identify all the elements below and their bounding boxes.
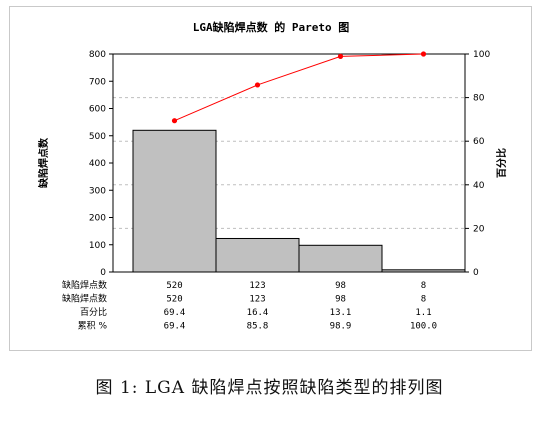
table-cell: 13.1 [330, 308, 352, 318]
y-axis-label: 缺陷焊点数 [37, 137, 50, 189]
table-cell: 16.4 [247, 308, 269, 318]
y2-tick-label: 80 [473, 94, 485, 104]
y2-tick-label: 100 [473, 50, 490, 60]
cumulative-point [254, 82, 261, 88]
bar [298, 244, 383, 273]
chart-title: LGA缺陷焊点数 的 Pareto 图 [193, 20, 349, 34]
table-cell: 69.4 [164, 322, 186, 332]
table-cell: 69.4 [164, 308, 186, 318]
figure-caption: 图 1: LGA 缺陷焊点按照缺陷类型的排列图 [95, 378, 444, 398]
y-tick-label: 200 [89, 214, 106, 224]
category-value-label: 98 [335, 281, 346, 291]
table-cell: 100.0 [410, 322, 437, 332]
cumulative-line [174, 53, 424, 122]
y-tick-label: 500 [89, 132, 106, 142]
y-tick-label: 0 [100, 268, 106, 278]
cumulative-point [420, 51, 427, 57]
table-cell: 98 [335, 295, 346, 305]
y2-tick-label: 60 [473, 137, 485, 147]
y-tick-label: 800 [89, 50, 106, 60]
y2-tick-label: 0 [473, 268, 479, 278]
category-value-label: 520 [166, 281, 182, 291]
table-row-label: 缺陷焊点数 [62, 293, 107, 305]
y-tick-label: 700 [89, 77, 106, 87]
y2-tick-label: 20 [473, 224, 485, 234]
table-header-label: 缺陷焊点数 [62, 279, 107, 291]
y2-tick-label: 40 [473, 181, 485, 191]
table-cell: 1.1 [415, 308, 431, 318]
y2-axis-label: 百分比 [495, 148, 508, 178]
cumulative-point [171, 118, 178, 124]
table-cell: 520 [166, 295, 182, 305]
table-cell: 123 [249, 295, 265, 305]
cumulative-point [337, 53, 344, 59]
table-row-label: 百分比 [80, 306, 107, 318]
y-tick-label: 600 [89, 105, 106, 115]
bar [132, 129, 217, 273]
table-cell: 85.8 [247, 322, 269, 332]
y-tick-label: 100 [89, 241, 106, 251]
category-value-label: 123 [249, 281, 265, 291]
pareto-chart: LGA缺陷焊点数 的 Pareto 图 01002003004005006007… [37, 20, 508, 332]
y-tick-label: 400 [89, 159, 106, 169]
table-cell: 98.9 [330, 322, 352, 332]
chart-frame: LGA缺陷焊点数 的 Pareto 图 0 100 200 300 400 500 600 7… [9, 6, 532, 351]
bar [215, 237, 300, 273]
table-cell: 8 [421, 295, 426, 305]
category-value-label: 8 [421, 281, 426, 291]
table-row-label: 累积 % [78, 320, 108, 332]
y-tick-label: 300 [89, 186, 106, 196]
